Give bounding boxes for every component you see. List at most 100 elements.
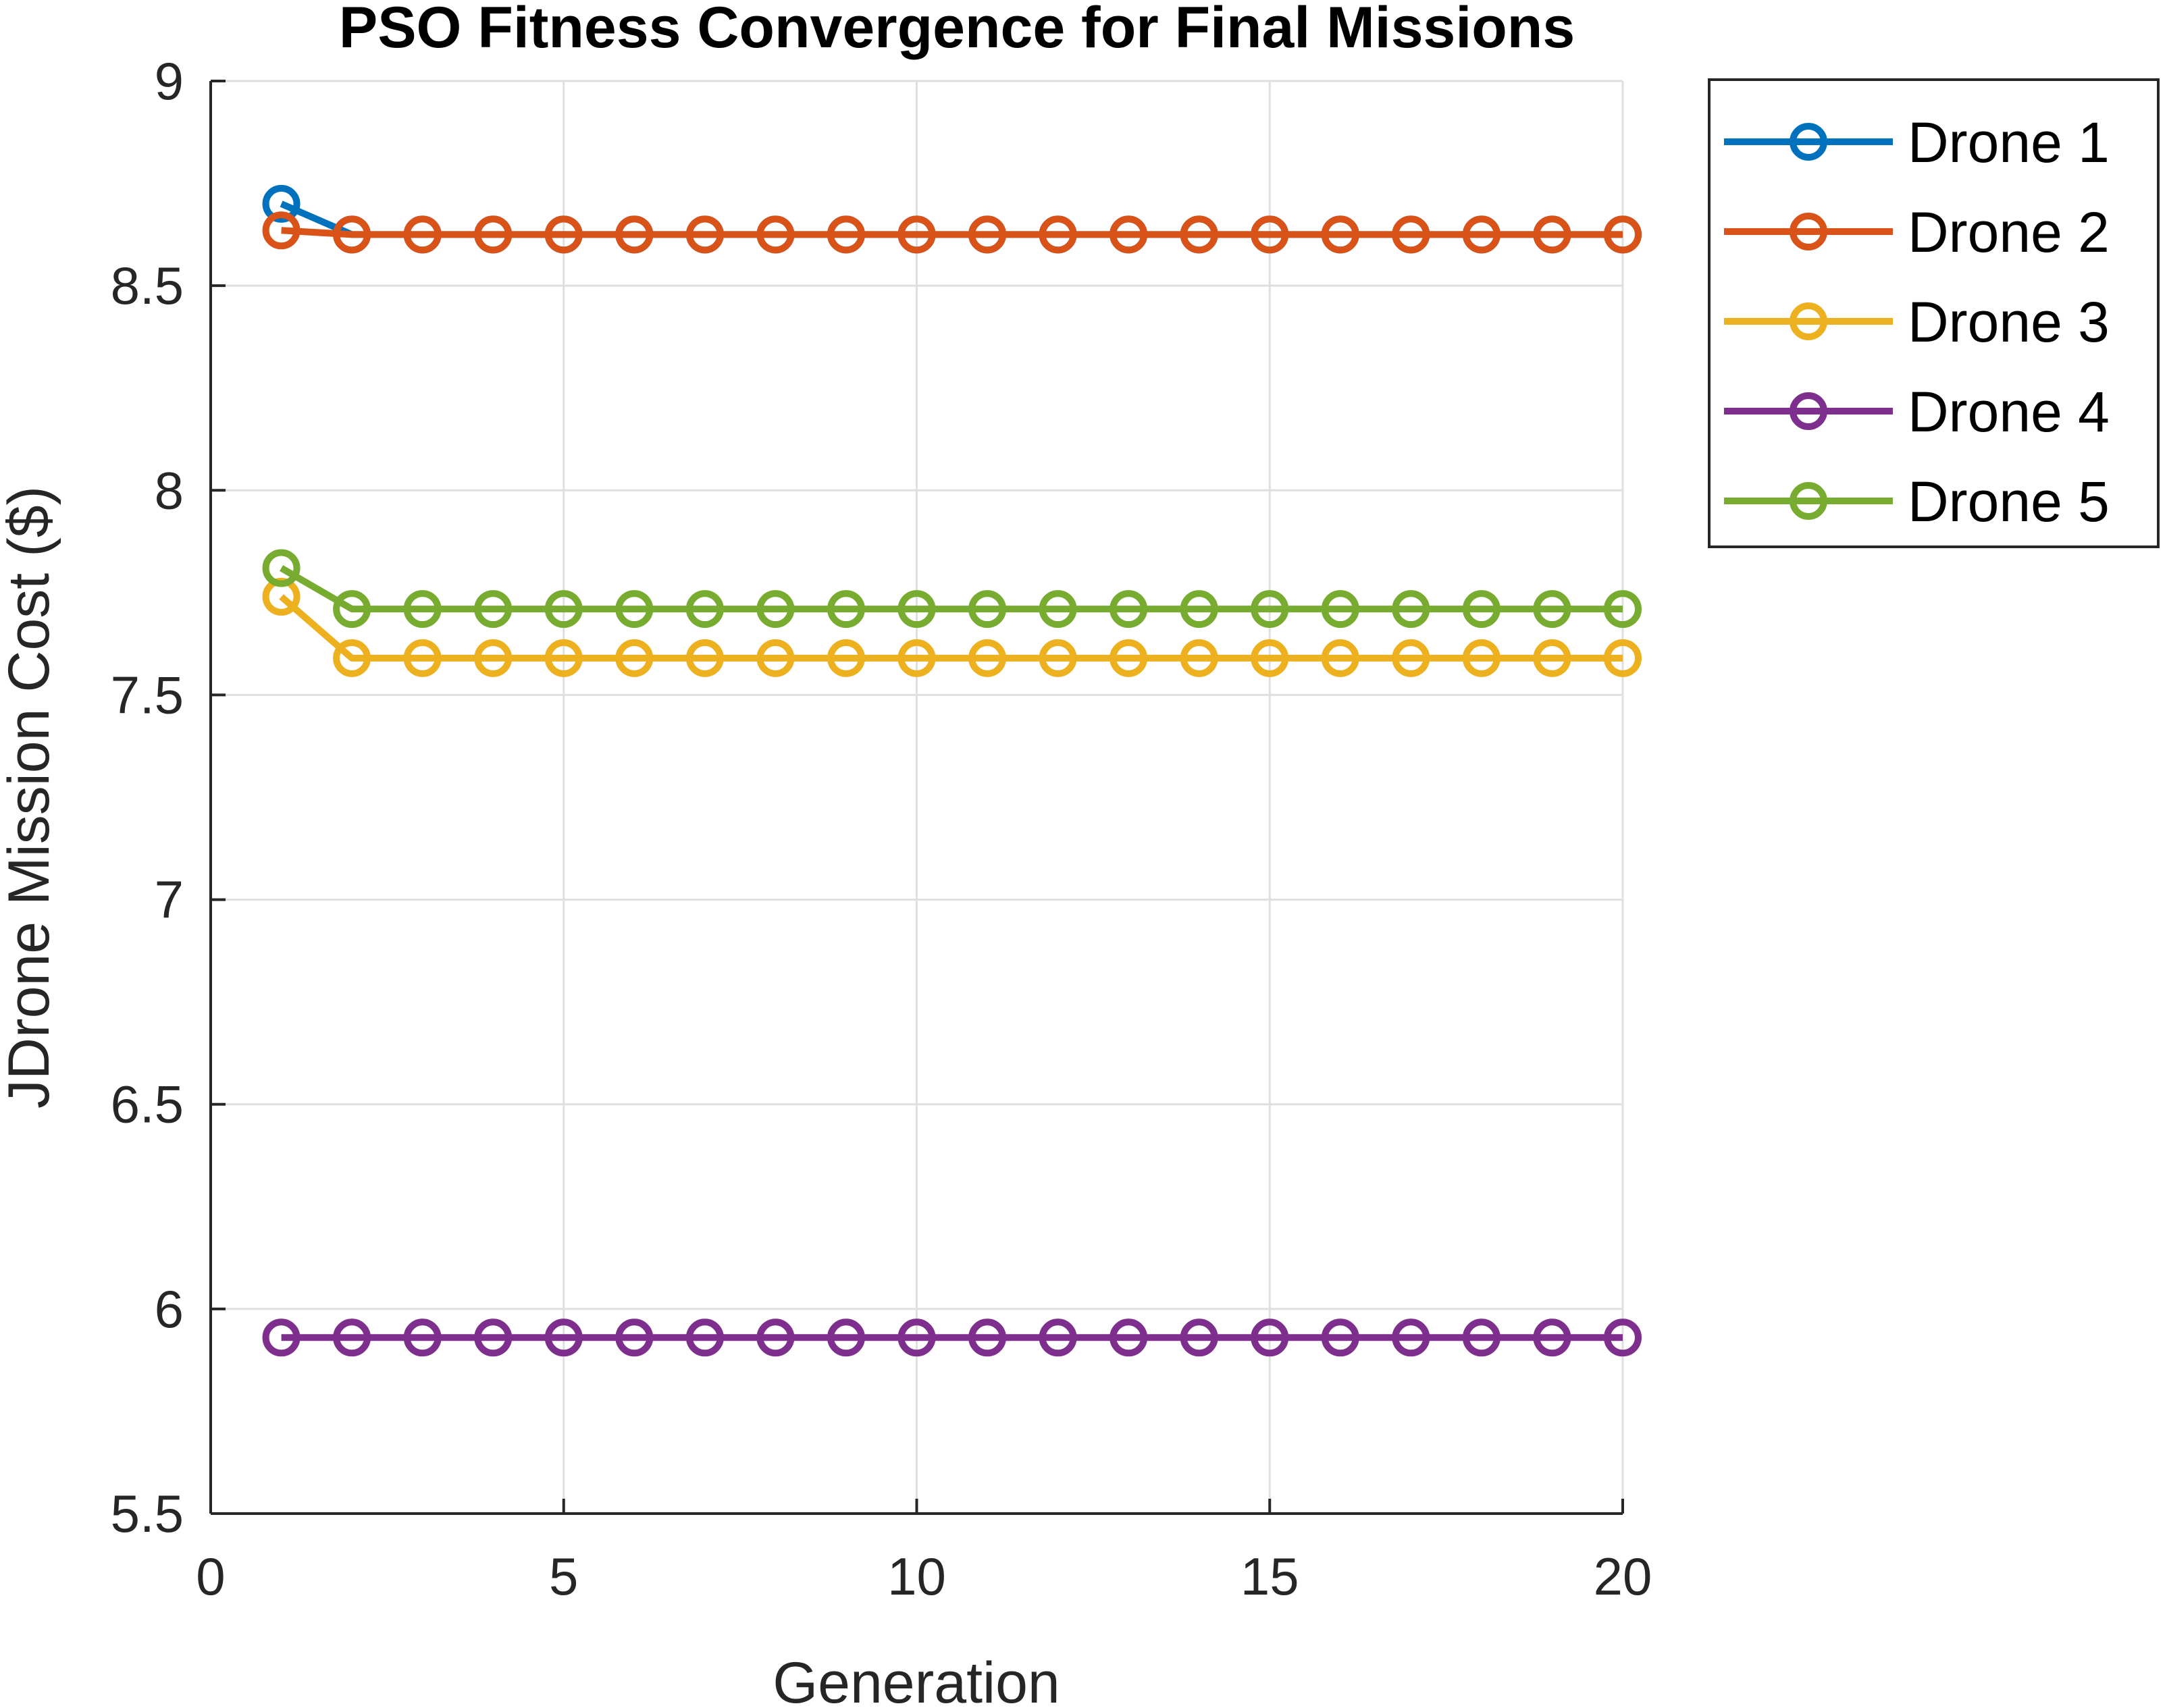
data-point (897, 1318, 936, 1357)
data-point (756, 1318, 795, 1357)
data-point (1039, 1318, 1077, 1357)
x-tick-label: 20 (1594, 1547, 1652, 1606)
series-drone-3 (262, 577, 1642, 677)
data-point (1392, 215, 1430, 254)
data-point (615, 215, 654, 254)
y-tick-label: 7 (155, 870, 184, 930)
data-point (968, 590, 1007, 629)
legend: Drone 1 Drone 2 Drone 3 Drone 4 Drone 5 (1708, 78, 2160, 548)
series-line (281, 227, 1623, 238)
data-point (333, 215, 371, 254)
data-point (1604, 215, 1642, 254)
data-point (1039, 215, 1077, 254)
x-axis-label: Generation (773, 1651, 1060, 1708)
data-point (1604, 639, 1642, 677)
legend-label: Drone 4 (1908, 380, 2110, 444)
data-point (1462, 639, 1500, 677)
data-point (1321, 590, 1359, 629)
data-point (1180, 215, 1218, 254)
x-tick-label: 5 (549, 1547, 578, 1606)
legend-label: Drone 2 (1908, 201, 2110, 264)
data-point (968, 1318, 1007, 1357)
data-point (262, 1318, 301, 1357)
data-point (333, 639, 371, 677)
data-point (544, 1318, 583, 1357)
data-point (1039, 639, 1077, 677)
data-point (756, 590, 795, 629)
data-point (1321, 215, 1359, 254)
legend-item: Drone 4 (1724, 380, 2110, 444)
data-point (615, 590, 654, 629)
data-point (1251, 215, 1289, 254)
data-point (685, 1318, 724, 1357)
x-tick-label: 10 (887, 1547, 946, 1606)
data-point (615, 639, 654, 677)
data-point (1321, 639, 1359, 677)
series-layer (262, 184, 1642, 1357)
data-point (1180, 639, 1218, 677)
data-point (474, 1318, 513, 1357)
data-point (1251, 590, 1289, 629)
data-point (968, 215, 1007, 254)
plot-area (209, 80, 1642, 1515)
legend-item: Drone 2 (1724, 201, 2110, 264)
data-point (544, 590, 583, 629)
data-point (1462, 1318, 1500, 1357)
data-point (333, 1318, 371, 1357)
data-point (685, 639, 724, 677)
data-point (1604, 1318, 1642, 1357)
data-point (262, 549, 301, 587)
y-axis-label: JDrone Mission Cost ($) (0, 486, 61, 1109)
legend-items: Drone 1 Drone 2 Drone 3 Drone 4 Drone 5 (1724, 111, 2110, 533)
data-point (474, 215, 513, 254)
data-point (403, 639, 442, 677)
legend-item: Drone 1 (1724, 111, 2110, 174)
chart-title: PSO Fitness Convergence for Final Missio… (339, 0, 1575, 60)
data-point (897, 590, 936, 629)
data-point (827, 1318, 865, 1357)
data-point (1462, 215, 1500, 254)
data-point (827, 590, 865, 629)
legend-box (1708, 78, 2160, 548)
data-point (262, 184, 301, 223)
data-point (1392, 639, 1430, 677)
data-point (1109, 639, 1148, 677)
data-point (403, 590, 442, 629)
data-point (1039, 590, 1077, 629)
series-drone-2 (262, 211, 1642, 254)
data-point (1251, 639, 1289, 677)
data-point (1392, 1318, 1430, 1357)
legend-label: Drone 1 (1908, 111, 2110, 174)
y-tick-label: 8 (155, 460, 184, 520)
data-point (968, 639, 1007, 677)
x-tick-labels: 0 5 10 15 20 (196, 1547, 1652, 1606)
data-point (544, 215, 583, 254)
data-point (1533, 1318, 1571, 1357)
data-point (1462, 590, 1500, 629)
y-tick-label: 9 (155, 51, 184, 111)
legend-label: Drone 5 (1908, 470, 2110, 533)
data-point (1392, 590, 1430, 629)
data-point (544, 639, 583, 677)
data-point (474, 590, 513, 629)
data-point (1533, 215, 1571, 254)
y-tick-label: 7.5 (111, 665, 184, 724)
data-point (685, 590, 724, 629)
data-point (1604, 590, 1642, 629)
data-point (1321, 1318, 1359, 1357)
data-point (756, 215, 795, 254)
data-point (827, 215, 865, 254)
grid-lines (209, 80, 1624, 1515)
y-tick-label: 8.5 (111, 256, 184, 315)
legend-marker (1790, 392, 1827, 430)
legend-marker (1790, 302, 1827, 340)
data-point (897, 639, 936, 677)
y-tick-label: 6.5 (111, 1075, 184, 1134)
data-point (1109, 1318, 1148, 1357)
data-point (1109, 215, 1148, 254)
axes (209, 80, 1624, 1515)
data-point (615, 1318, 654, 1357)
data-point (685, 215, 724, 254)
data-point (333, 590, 371, 629)
